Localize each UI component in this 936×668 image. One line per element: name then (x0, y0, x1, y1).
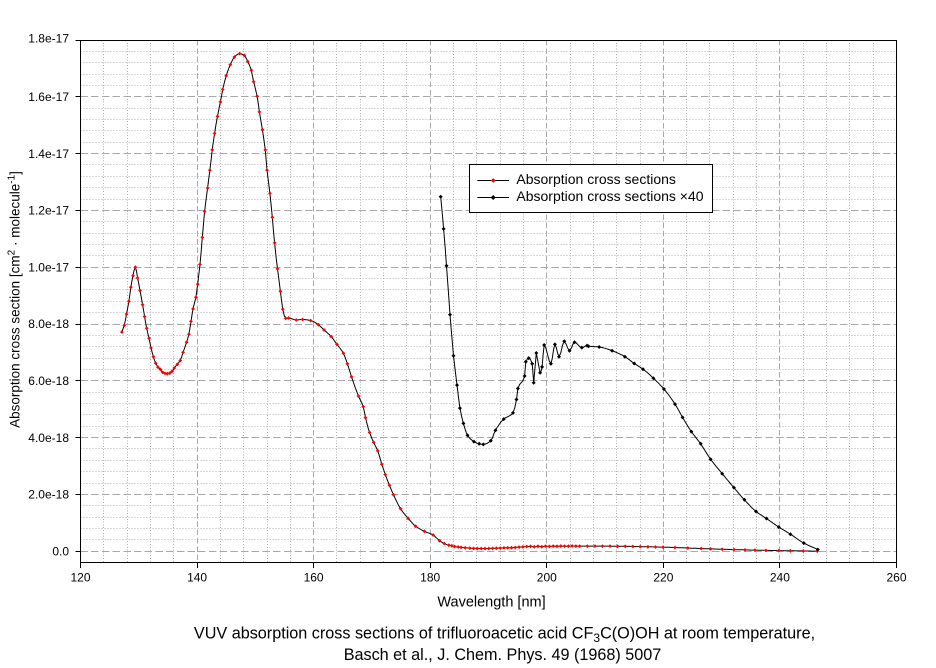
svg-text:160: 160 (304, 571, 324, 585)
svg-text:Basch et al., J. Chem. Phys. 4: Basch et al., J. Chem. Phys. 49 (1968) 5… (344, 646, 662, 664)
svg-text:Absorption cross sections ×40: Absorption cross sections ×40 (516, 188, 703, 204)
svg-text:1.0e-17: 1.0e-17 (28, 260, 69, 274)
svg-text:6.0e-18: 6.0e-18 (28, 374, 69, 388)
svg-text:4.0e-18: 4.0e-18 (28, 431, 69, 445)
svg-text:Wavelength [nm]: Wavelength [nm] (437, 595, 545, 611)
svg-text:Absorption cross section [cm2: Absorption cross section [cm2 · molecule… (7, 171, 23, 428)
svg-text:120: 120 (70, 571, 90, 585)
svg-text:0.0: 0.0 (52, 544, 69, 558)
svg-text:1.6e-17: 1.6e-17 (28, 90, 69, 104)
svg-text:240: 240 (770, 571, 790, 585)
svg-text:200: 200 (537, 571, 557, 585)
svg-text:2.0e-18: 2.0e-18 (28, 488, 69, 502)
svg-text:8.0e-18: 8.0e-18 (28, 317, 69, 331)
svg-text:Absorption cross sections: Absorption cross sections (516, 171, 676, 187)
svg-text:140: 140 (187, 571, 207, 585)
svg-text:1.8e-17: 1.8e-17 (28, 32, 69, 46)
svg-text:1.4e-17: 1.4e-17 (28, 147, 69, 161)
svg-text:VUV absorption cross sections: VUV absorption cross sections of trifluo… (194, 625, 815, 646)
svg-text:1.2e-17: 1.2e-17 (28, 204, 69, 218)
svg-text:220: 220 (653, 571, 673, 585)
svg-text:180: 180 (420, 571, 440, 585)
svg-text:260: 260 (886, 571, 906, 585)
